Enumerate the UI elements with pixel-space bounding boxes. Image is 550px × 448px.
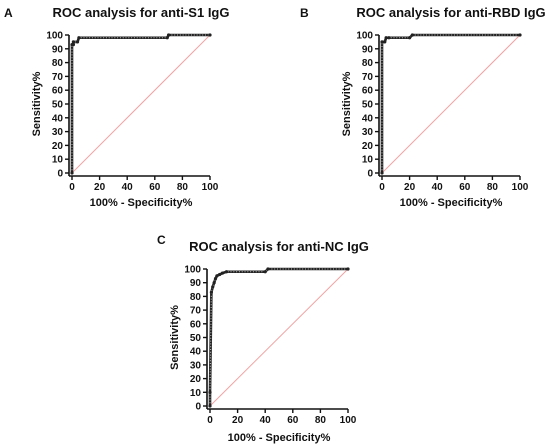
y-axis-title: Sensitivity%: [31, 71, 43, 136]
x-tick-label: 0: [379, 182, 385, 193]
x-tick-label: 80: [177, 182, 189, 193]
x-tick-label: 80: [487, 182, 499, 193]
roc-point: [211, 285, 215, 289]
roc-point: [220, 271, 225, 275]
y-tick-label: 50: [190, 333, 202, 344]
y-tick-label: 30: [362, 127, 374, 138]
y-tick-label: 40: [190, 347, 202, 358]
roc-point: [209, 290, 213, 294]
x-tick-label: 40: [122, 182, 134, 193]
panel-letter: A: [4, 6, 13, 20]
y-tick-label: 20: [190, 374, 202, 385]
roc-point: [384, 36, 388, 40]
y-tick-label: 10: [362, 155, 374, 166]
roc-point: [383, 40, 387, 44]
roc-point: [208, 33, 212, 37]
x-axis-title: 100% - Specificity%: [90, 197, 193, 209]
roc-point: [224, 270, 229, 274]
roc-point: [387, 36, 391, 40]
x-axis-title: 100% - Specificity%: [400, 197, 503, 209]
x-tick-label: 20: [232, 415, 244, 426]
y-tick-label: 40: [362, 113, 374, 124]
roc-point: [213, 276, 218, 281]
y-tick-label: 30: [190, 360, 202, 371]
roc-point: [71, 40, 75, 44]
y-tick-label: 100: [46, 31, 63, 42]
chart-title: ROC analysis for anti-RBD IgG: [356, 5, 545, 20]
y-axis-title: Sensitivity%: [341, 71, 353, 136]
x-tick-label: 80: [315, 415, 327, 426]
y-tick-label: 40: [52, 113, 64, 124]
y-tick-label: 30: [52, 127, 64, 138]
x-tick-label: 60: [459, 182, 471, 193]
y-tick-label: 90: [52, 44, 64, 55]
y-tick-label: 0: [367, 169, 373, 180]
roc-panel-anti-rbd: B ROC analysis for anti-RBD IgG Sensitivit…: [300, 5, 546, 209]
roc-panel-anti-nc: C ROC analysis for anti-NC IgG Sensitivity…: [157, 233, 369, 444]
y-tick-label: 50: [52, 100, 64, 111]
y-tick-label: 80: [362, 58, 374, 69]
x-tick-label: 100: [340, 415, 357, 426]
roc-point: [208, 404, 212, 408]
y-tick-label: 60: [190, 319, 202, 330]
y-tick-label: 90: [362, 44, 374, 55]
x-tick-label: 40: [260, 415, 272, 426]
x-tick-label: 40: [432, 182, 444, 193]
y-tick-label: 80: [52, 58, 64, 69]
reference-diagonal-line: [209, 268, 349, 407]
roc-point: [518, 33, 522, 37]
roc-point: [380, 40, 384, 44]
y-tick-label: 60: [52, 86, 64, 97]
chart-title: ROC analysis for anti-S1 IgG: [53, 5, 230, 20]
y-tick-label: 0: [195, 402, 201, 413]
panel-letter: C: [157, 233, 166, 247]
x-tick-label: 100: [202, 182, 219, 193]
roc-point: [380, 171, 384, 175]
roc-point: [75, 40, 80, 44]
y-tick-label: 60: [362, 86, 374, 97]
roc-point: [218, 272, 222, 277]
roc-point: [212, 281, 216, 285]
roc-point: [266, 267, 270, 271]
reference-diagonal-line: [381, 34, 521, 174]
y-tick-label: 20: [52, 141, 64, 152]
y-tick-label: 100: [184, 265, 201, 276]
roc-point: [410, 33, 414, 37]
roc-point: [77, 36, 81, 40]
reference-diagonal-line: [71, 34, 211, 174]
x-tick-label: 20: [404, 182, 416, 193]
roc-point: [71, 43, 75, 47]
roc-point: [263, 270, 267, 274]
roc-point: [346, 267, 350, 271]
y-tick-label: 70: [52, 72, 64, 83]
y-axis-title: Sensitivity%: [169, 305, 181, 370]
y-tick-label: 50: [362, 100, 374, 111]
x-tick-label: 100: [512, 182, 529, 193]
panel-letter: B: [300, 6, 309, 20]
chart-title: ROC analysis for anti-NC IgG: [189, 239, 369, 254]
x-tick-label: 0: [207, 415, 213, 426]
roc-point: [208, 390, 212, 394]
roc-panel-anti-s1: A ROC analysis for anti-S1 IgG Sensitivity…: [4, 5, 230, 209]
x-tick-label: 20: [94, 182, 106, 193]
roc-point: [215, 274, 219, 278]
y-tick-label: 90: [190, 278, 202, 289]
y-tick-label: 20: [362, 141, 374, 152]
y-tick-label: 10: [190, 388, 202, 399]
x-tick-label: 60: [287, 415, 299, 426]
y-tick-label: 100: [356, 31, 373, 42]
y-tick-label: 70: [362, 72, 374, 83]
roc-point: [165, 36, 169, 40]
roc-point: [408, 36, 412, 40]
y-tick-label: 70: [190, 306, 202, 317]
y-tick-label: 10: [52, 155, 64, 166]
y-tick-label: 0: [57, 169, 63, 180]
x-tick-label: 0: [69, 182, 75, 193]
roc-point: [70, 171, 74, 175]
roc-point: [167, 33, 171, 37]
x-axis-title: 100% - Specificity%: [228, 432, 331, 444]
y-tick-label: 80: [190, 292, 202, 303]
x-tick-label: 60: [149, 182, 161, 193]
